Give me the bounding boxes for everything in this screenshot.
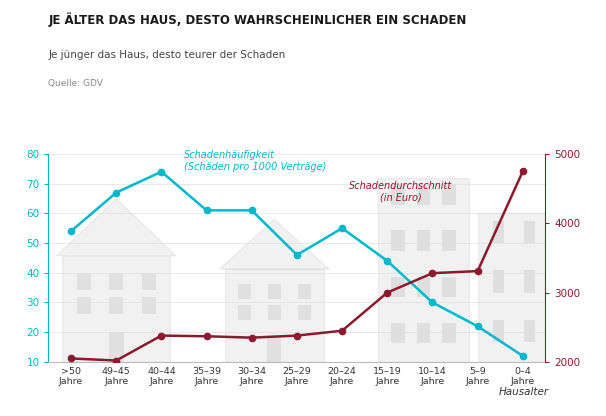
- Bar: [77, 297, 91, 314]
- Text: Schadenhäufigkeit
(Schäden pro 1000 Verträge): Schadenhäufigkeit (Schäden pro 1000 Vert…: [184, 150, 327, 172]
- Bar: [442, 322, 456, 344]
- Polygon shape: [56, 198, 176, 256]
- Bar: [417, 230, 430, 251]
- Bar: [442, 184, 456, 206]
- Polygon shape: [225, 269, 324, 362]
- Text: Hausalter: Hausalter: [498, 387, 548, 397]
- Bar: [108, 332, 124, 362]
- Bar: [442, 277, 456, 297]
- Bar: [391, 322, 405, 344]
- Bar: [524, 319, 534, 342]
- Polygon shape: [62, 256, 170, 362]
- Bar: [298, 305, 311, 320]
- Bar: [417, 184, 430, 206]
- Text: JE ÄLTER DAS HAUS, DESTO WAHRSCHEINLICHER EIN SCHADEN: JE ÄLTER DAS HAUS, DESTO WAHRSCHEINLICHE…: [48, 12, 467, 27]
- Bar: [77, 273, 91, 290]
- Bar: [493, 319, 504, 342]
- Polygon shape: [219, 219, 330, 269]
- Polygon shape: [378, 178, 468, 362]
- Bar: [493, 270, 504, 292]
- Text: Je jünger das Haus, desto teurer der Schaden: Je jünger das Haus, desto teurer der Sch…: [48, 50, 286, 60]
- Bar: [268, 284, 281, 299]
- Bar: [417, 322, 430, 344]
- Bar: [391, 230, 405, 251]
- Polygon shape: [478, 213, 550, 362]
- Text: Quelle: GDV: Quelle: GDV: [48, 79, 104, 88]
- Bar: [109, 297, 123, 314]
- Bar: [298, 284, 311, 299]
- Bar: [417, 277, 430, 297]
- Bar: [238, 284, 251, 299]
- Bar: [267, 336, 281, 362]
- Bar: [442, 230, 456, 251]
- Bar: [142, 273, 156, 290]
- Bar: [142, 297, 156, 314]
- Bar: [524, 270, 534, 292]
- Bar: [493, 220, 504, 243]
- Bar: [268, 305, 281, 320]
- Bar: [391, 184, 405, 206]
- Bar: [238, 305, 251, 320]
- Bar: [524, 220, 534, 243]
- Text: Schadendurchschnitt
(in Euro): Schadendurchschnitt (in Euro): [349, 181, 453, 203]
- Bar: [109, 273, 123, 290]
- Bar: [391, 277, 405, 297]
